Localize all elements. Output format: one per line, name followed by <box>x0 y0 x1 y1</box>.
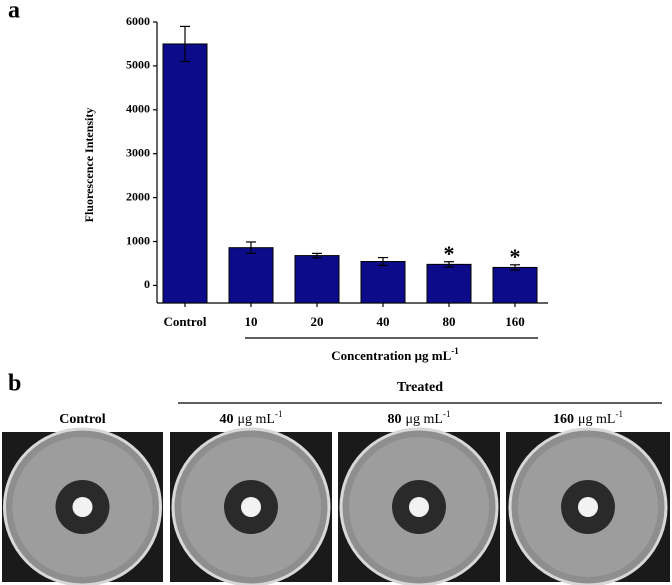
plate-label: 160 μg mL-1 <box>553 409 623 427</box>
plate-label: Control <box>59 412 106 427</box>
x-tick-label: 160 <box>505 314 525 329</box>
x-tick-label: 10 <box>245 314 258 329</box>
disc <box>241 497 261 517</box>
x-tick-label: Control <box>163 314 206 329</box>
disc <box>72 497 93 517</box>
y-tick-label: 5000 <box>126 58 150 72</box>
bar <box>162 43 208 304</box>
panel-label: a <box>8 0 20 24</box>
x-axis-label: Concentration μg mL-1 <box>331 346 459 363</box>
x-tick-label: 40 <box>377 314 390 329</box>
error-bar <box>510 264 520 271</box>
plate-concentration: 40 <box>220 412 234 427</box>
bar <box>228 247 274 304</box>
group-label: Treated <box>397 380 443 395</box>
plate-concentration: 160 <box>553 412 574 427</box>
plate-unit: μg mL <box>238 412 275 427</box>
plate-label: 40 μg mL-1 <box>220 409 283 427</box>
y-tick-label: 3000 <box>126 145 150 159</box>
error-bar <box>312 252 322 259</box>
disc <box>409 497 429 517</box>
disc <box>578 497 598 517</box>
y-tick-label: 4000 <box>126 102 150 116</box>
plate-unit-sup: -1 <box>615 409 623 419</box>
y-tick-label: 2000 <box>126 189 150 203</box>
plate-concentration: 80 <box>388 412 402 427</box>
y-tick-label: 0 <box>144 277 150 291</box>
significance-marker: * <box>444 241 455 266</box>
y-tick-label: 1000 <box>126 233 150 247</box>
plate-unit-sup: -1 <box>443 409 451 419</box>
x-tick-label: 80 <box>443 314 456 329</box>
bar <box>492 266 538 304</box>
error-bar <box>180 25 190 63</box>
x-tick-label: 20 <box>311 314 324 329</box>
bar <box>294 255 340 304</box>
bar <box>360 261 406 304</box>
error-bar <box>246 241 256 254</box>
plate-unit: μg mL <box>406 412 443 427</box>
plate-unit-sup: -1 <box>275 409 283 419</box>
significance-marker: * <box>510 244 521 269</box>
error-bar <box>378 256 388 267</box>
plates: Control 40 μg mL-1 80 μg mL-1 160 μg mL-1 <box>2 409 670 585</box>
plate-unit: μg mL <box>578 412 615 427</box>
bar <box>426 263 472 304</box>
panel-label: b <box>8 371 21 397</box>
y-axis-label: Fluorescence Intensity <box>82 108 96 223</box>
error-bar <box>444 261 454 268</box>
plate-label: 80 μg mL-1 <box>388 409 451 427</box>
y-tick-label: 6000 <box>126 14 150 28</box>
